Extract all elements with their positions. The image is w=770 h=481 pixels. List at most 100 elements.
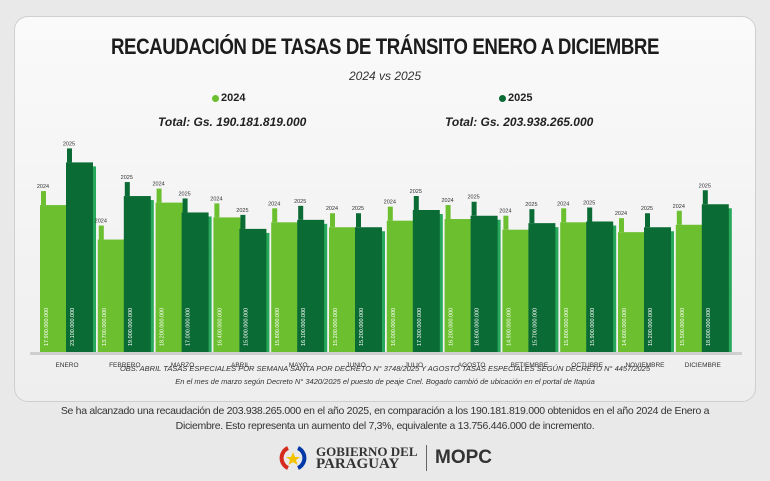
bar-2024-marzo bbox=[155, 202, 183, 352]
bar-2025-enero bbox=[66, 162, 93, 352]
month-label: NOVIEMBRE bbox=[625, 362, 665, 369]
bar-2025-abril bbox=[239, 228, 267, 352]
footer-logos: GOBIERNO DEL PARAGUAY MOPC bbox=[0, 444, 770, 472]
bar-2025-febrero bbox=[123, 196, 151, 352]
bar-2025-agosto bbox=[470, 215, 498, 352]
bar-2024-enero bbox=[40, 205, 67, 352]
bar-year-label: 2024 bbox=[673, 204, 685, 210]
bar-2024-diciembre bbox=[675, 224, 703, 352]
bar-year-label: 2024 bbox=[499, 209, 511, 215]
bar-side-2025 bbox=[727, 208, 732, 352]
mopc-logo: MOPC bbox=[435, 447, 492, 468]
bar-value-label: 14.900.000.000 bbox=[506, 308, 512, 346]
bar-2025-betiembre bbox=[528, 223, 556, 352]
month-label: MAYO bbox=[289, 362, 308, 369]
bar-side-2025 bbox=[554, 227, 559, 352]
bar-tab-2025 bbox=[645, 213, 650, 228]
legend-swatch-2024 bbox=[212, 94, 219, 102]
bar-value-label: 18.000.000.000 bbox=[706, 308, 712, 346]
bar-value-label: 15.200.000.000 bbox=[333, 308, 339, 346]
bar-value-label: 16.200.000.000 bbox=[449, 308, 455, 346]
bar-side-2025 bbox=[670, 231, 674, 352]
bar-value-label: 15.500.000.000 bbox=[680, 308, 686, 346]
bar-value-label: 15.200.000.000 bbox=[648, 308, 654, 346]
bar-value-label: 15.800.000.000 bbox=[275, 308, 281, 346]
bar-2025-julio bbox=[412, 210, 440, 352]
bar-value-label: 19.000.000.000 bbox=[128, 308, 134, 346]
bar-value-label: 18.200.000.000 bbox=[160, 308, 166, 346]
bar-year-label: 2025 bbox=[525, 202, 537, 208]
bar-tab-2024 bbox=[41, 191, 46, 206]
bar-year-label: 2024 bbox=[37, 184, 49, 190]
bar-value-label: 15.700.000.000 bbox=[532, 308, 538, 346]
bar-value-label: 16.100.000.000 bbox=[301, 308, 307, 346]
bar-2025-diciembre bbox=[701, 204, 729, 352]
bar-year-label: 2024 bbox=[152, 182, 164, 188]
bar-tab-2025 bbox=[702, 190, 708, 205]
bar-side-2025 bbox=[612, 225, 617, 352]
bar-year-label: 2025 bbox=[410, 189, 422, 195]
bar-value-label: 15.200.000.000 bbox=[359, 308, 365, 346]
month-label: FEBRERO bbox=[109, 362, 140, 369]
gobierno-logo-text: GOBIERNO DEL PARAGUAY bbox=[316, 444, 418, 472]
bar-value-label: 16.600.000.000 bbox=[475, 308, 481, 346]
total-2025: Total: Gs. 203.938.265.000 bbox=[445, 115, 594, 129]
bar-value-label: 13.700.000.000 bbox=[102, 308, 108, 346]
month-label: MARZO bbox=[171, 362, 194, 369]
bar-year-label: 2024 bbox=[441, 198, 453, 204]
chart-subtitle: 2024 vs 2025 bbox=[348, 69, 422, 83]
bar-2025-octubre bbox=[586, 221, 614, 352]
bar-year-label: 2025 bbox=[121, 175, 133, 181]
bar-tab-2025 bbox=[182, 198, 188, 213]
bar-tab-2025 bbox=[67, 148, 72, 163]
bar-2024-abril bbox=[213, 217, 241, 352]
bar-tab-2024 bbox=[619, 218, 624, 233]
bar-side-2025 bbox=[265, 232, 270, 352]
bar-year-label: 2024 bbox=[268, 201, 280, 207]
bar-year-label: 2025 bbox=[352, 206, 364, 212]
paraguay-emblem-icon bbox=[279, 446, 307, 470]
bar-value-label: 16.400.000.000 bbox=[217, 308, 223, 346]
bar-tab-2024 bbox=[214, 203, 220, 218]
legend-2025: 2025 bbox=[499, 92, 532, 104]
bar-2025-noviembre bbox=[644, 227, 671, 352]
bar-2024-mayo bbox=[271, 222, 299, 352]
bar-2025-mayo bbox=[297, 219, 325, 352]
bar-value-label: 23.100.000.000 bbox=[70, 308, 76, 346]
bar-side-2025 bbox=[438, 214, 443, 352]
bar-2024-julio bbox=[386, 220, 414, 352]
bar-year-label: 2024 bbox=[615, 211, 627, 217]
bar-year-label: 2025 bbox=[583, 200, 595, 206]
bar-year-label: 2024 bbox=[95, 219, 107, 225]
month-label: JULIO bbox=[405, 362, 423, 369]
bar-2025-junio bbox=[355, 227, 382, 352]
bar-2024-junio bbox=[329, 227, 356, 352]
bar-value-label: 17.300.000.000 bbox=[417, 308, 423, 346]
month-label: BETIEMBRE bbox=[511, 362, 549, 369]
legend-2024: 2024 bbox=[212, 92, 245, 104]
bar-value-label: 16.000.000.000 bbox=[391, 308, 397, 346]
bar-tab-2024 bbox=[98, 225, 104, 240]
bar-tab-2024 bbox=[272, 208, 278, 223]
bar-side-2025 bbox=[149, 200, 154, 352]
bar-year-label: 2025 bbox=[178, 191, 190, 197]
bar-tab-2025 bbox=[356, 213, 361, 228]
bar-year-label: 2025 bbox=[467, 195, 479, 201]
bar-2025-marzo bbox=[181, 212, 209, 352]
obs-note: OBS: ABRIL TASAS ESPECIALES POR SEMANA S… bbox=[119, 364, 651, 373]
bar-year-label: 2025 bbox=[699, 183, 711, 189]
bar-tab-2024 bbox=[330, 213, 335, 228]
bar-tab-2024 bbox=[503, 215, 509, 230]
bar-side-2025 bbox=[323, 223, 328, 352]
logo-divider bbox=[425, 445, 427, 471]
bar-value-label: 14.600.000.000 bbox=[622, 308, 628, 346]
legend-label: 2024 bbox=[221, 92, 246, 104]
month-label: JUNIO bbox=[346, 362, 366, 369]
month-label: OCTUBRE bbox=[571, 362, 603, 369]
bar-side-2025 bbox=[207, 216, 212, 352]
bar-value-label: 15.000.000.000 bbox=[243, 308, 249, 346]
bar-tab-2025 bbox=[298, 205, 304, 220]
bar-side-2025 bbox=[92, 166, 96, 352]
chart-title: RECAUDACIÓN DE TASAS DE TRÁNSITO ENERO A… bbox=[110, 34, 660, 59]
